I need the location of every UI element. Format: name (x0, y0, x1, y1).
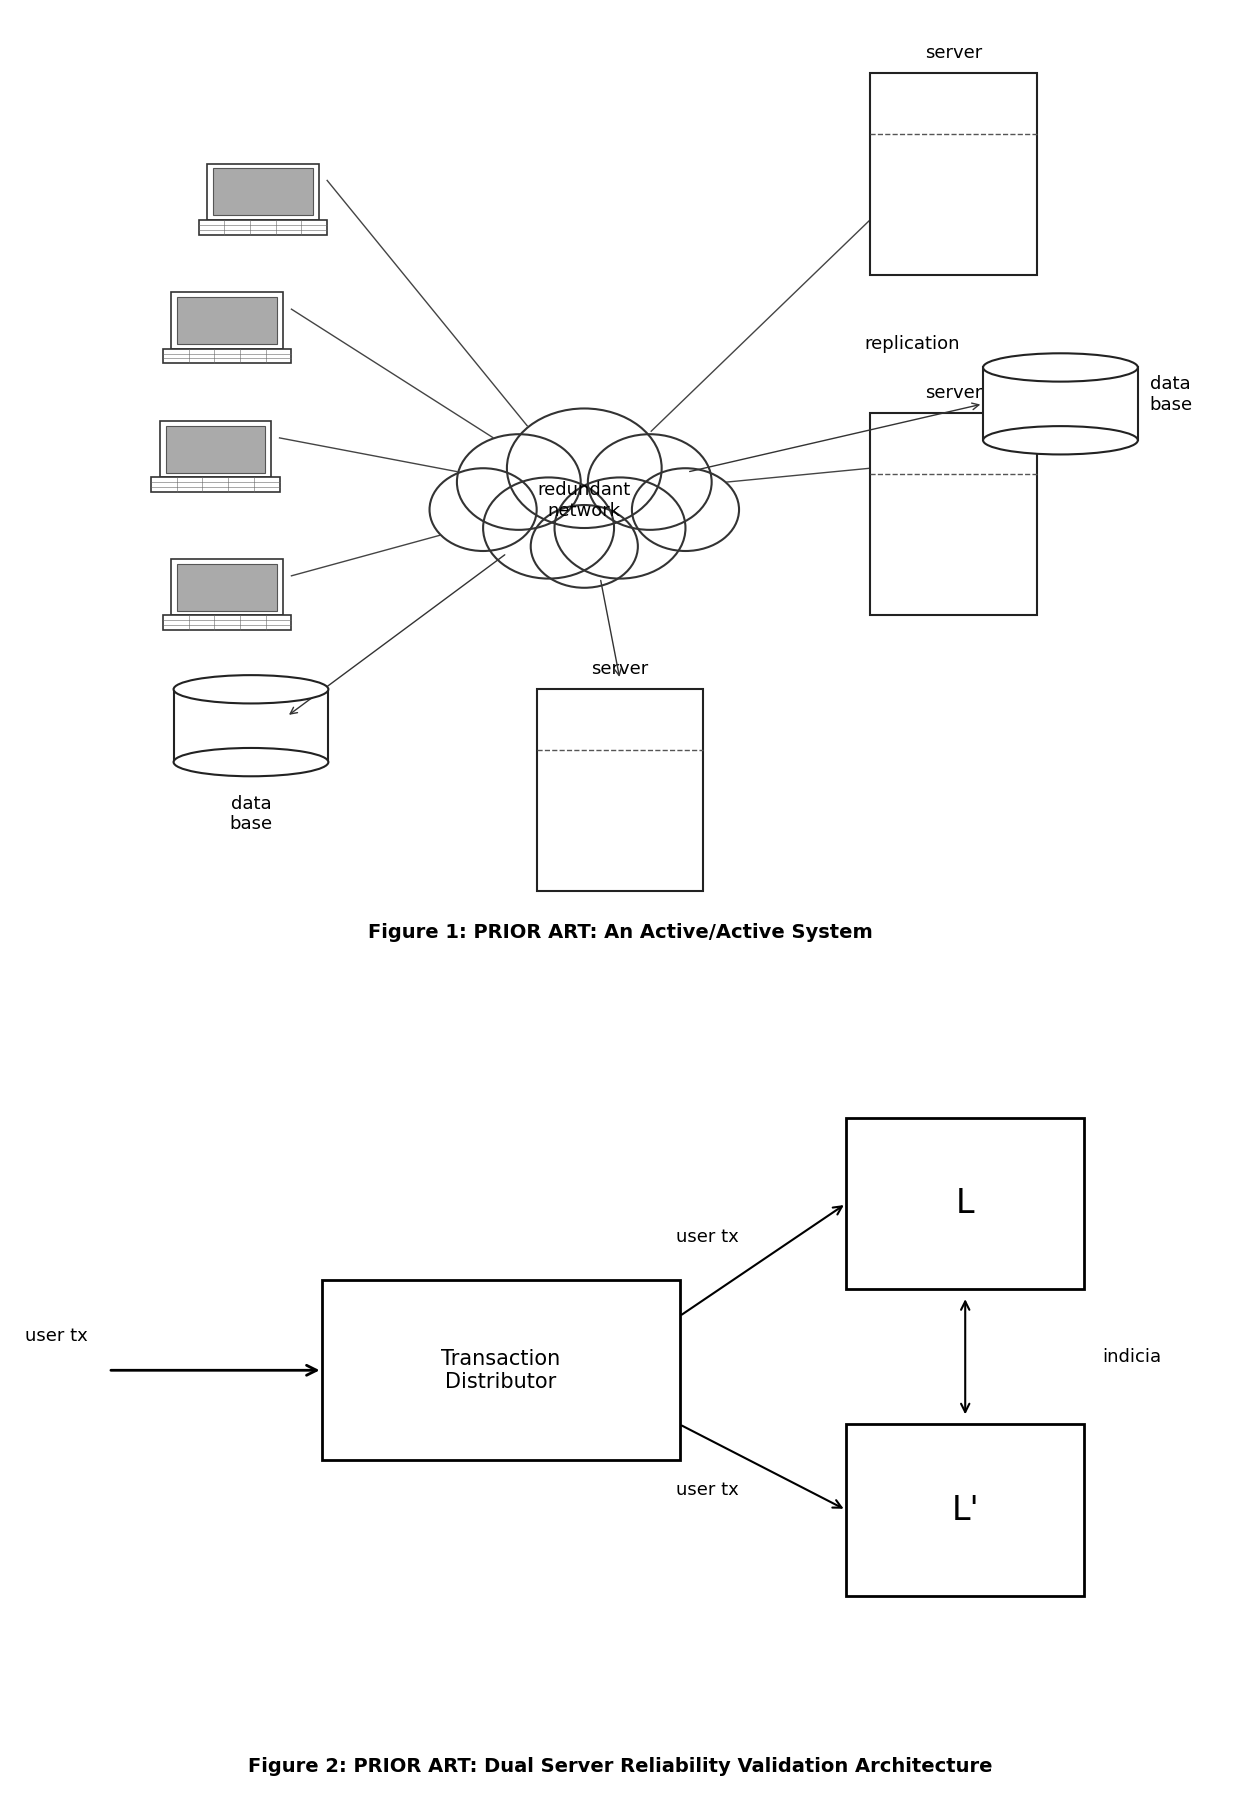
Bar (983, 368, 1138, 440)
Ellipse shape (983, 426, 1138, 454)
Text: redundant
network: redundant network (538, 481, 631, 519)
Text: user tx: user tx (25, 1327, 88, 1345)
Bar (198, 220, 327, 234)
Bar (171, 292, 283, 348)
Bar (870, 413, 1037, 615)
Circle shape (484, 478, 614, 579)
Bar (162, 348, 291, 362)
Circle shape (554, 478, 686, 579)
Bar (870, 72, 1037, 276)
Bar (166, 426, 265, 472)
Text: user tx: user tx (676, 1228, 739, 1246)
Ellipse shape (174, 674, 329, 703)
Text: replication: replication (864, 335, 960, 353)
Text: indicia: indicia (1102, 1349, 1161, 1365)
Bar (177, 297, 277, 344)
Circle shape (531, 505, 637, 588)
Ellipse shape (174, 748, 329, 777)
Text: data
base: data base (1149, 375, 1193, 415)
Circle shape (632, 469, 739, 552)
Bar (162, 615, 291, 629)
Text: server: server (925, 43, 982, 61)
Bar (151, 478, 279, 492)
Bar (177, 564, 277, 611)
Text: Figure 2: PRIOR ART: Dual Server Reliability Validation Architecture: Figure 2: PRIOR ART: Dual Server Reliabi… (248, 1756, 992, 1776)
Bar (537, 689, 703, 891)
Bar (846, 1118, 1084, 1289)
Text: L: L (956, 1186, 975, 1221)
Circle shape (429, 469, 537, 552)
Text: Figure 1: PRIOR ART: An Active/Active System: Figure 1: PRIOR ART: An Active/Active Sy… (367, 923, 873, 941)
Bar (213, 168, 312, 215)
Text: L': L' (951, 1493, 980, 1527)
Ellipse shape (983, 353, 1138, 382)
Bar (207, 164, 319, 220)
Text: user tx: user tx (676, 1480, 739, 1498)
Bar (322, 1280, 680, 1460)
Text: data
base: data base (229, 795, 273, 833)
Bar (160, 422, 272, 478)
Text: server: server (925, 384, 982, 402)
Text: server: server (591, 660, 649, 678)
Bar (171, 559, 283, 615)
Bar (846, 1424, 1084, 1596)
Circle shape (507, 409, 662, 528)
Circle shape (456, 435, 580, 530)
Text: Transaction
Distributor: Transaction Distributor (441, 1349, 560, 1392)
Bar (174, 689, 329, 763)
Circle shape (588, 435, 712, 530)
